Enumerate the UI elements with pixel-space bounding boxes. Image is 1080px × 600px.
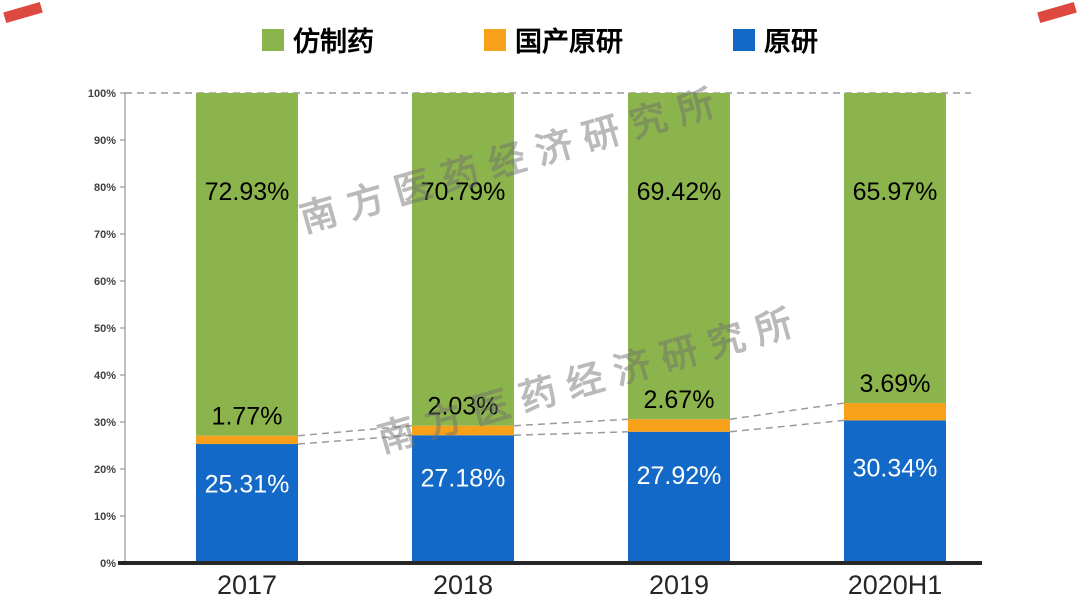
y-tick-label-20%: 20% [94, 464, 116, 476]
legend-item-0: 仿制药 [262, 20, 374, 59]
bar-segment-generics-2017 [196, 92, 298, 436]
bar-segment-domestic-originator-2019 [628, 419, 730, 432]
label-domestic-originator-2019: 2.67% [644, 386, 715, 414]
y-tick-label-50%: 50% [94, 323, 116, 335]
y-tick-label-10%: 10% [94, 511, 116, 523]
label-generics-2017: 72.93% [205, 178, 290, 206]
y-tick-label-30%: 30% [94, 417, 116, 429]
legend-label: 国产原研 [515, 27, 623, 57]
label-domestic-originator-2018: 2.03% [428, 393, 499, 421]
label-originator-2019: 27.92% [637, 462, 722, 490]
connector-domestic-originator-top [729, 402, 845, 420]
y-tick-label-70%: 70% [94, 229, 116, 241]
label-domestic-originator-2020H1: 3.69% [860, 370, 931, 398]
connector-domestic-originator-top [513, 418, 629, 427]
label-generics-2019: 69.42% [637, 178, 722, 206]
legend-swatch [262, 28, 284, 51]
legend-item-1: 国产原研 [484, 20, 623, 59]
legend-swatch [733, 28, 755, 51]
y-tick-label-90%: 90% [94, 135, 116, 147]
label-generics-2018: 70.79% [421, 178, 506, 206]
label-originator-2018: 27.18% [421, 464, 506, 492]
label-originator-2020H1: 30.34% [853, 454, 938, 482]
bar-segment-generics-2020H1 [844, 93, 946, 404]
y-tick-label-100%: 100% [88, 88, 116, 100]
label-generics-2020H1: 65.97% [853, 178, 938, 206]
bar-segment-domestic-originator-2017 [196, 435, 298, 445]
connector-originator-top [297, 434, 413, 445]
legend-item-2: 原研 [733, 20, 818, 59]
bar-segment-generics-2019 [628, 92, 730, 420]
legend-label: 原研 [764, 27, 818, 57]
bar-segment-originator-2019 [628, 431, 730, 563]
bar-segment-generics-2018 [412, 93, 514, 426]
bar-segment-originator-2018 [412, 435, 514, 563]
y-tick-label-0%: 0% [100, 558, 116, 570]
bar-segment-originator-2017 [196, 444, 298, 563]
label-originator-2017: 25.31% [205, 470, 290, 498]
label-domestic-originator-2017: 1.77% [212, 403, 283, 431]
bar-segment-domestic-originator-2020H1 [844, 403, 946, 421]
connector-originator-top [729, 419, 845, 433]
y-tick-label-40%: 40% [94, 370, 116, 382]
x-axis-label-2019: 2019 [649, 570, 709, 600]
bar-segment-originator-2020H1 [844, 420, 946, 563]
bar-segment-domestic-originator-2018 [412, 425, 514, 436]
legend-label: 仿制药 [293, 27, 374, 57]
x-axis-label-2017: 2017 [217, 570, 277, 600]
x-axis-label-2020H1: 2020H1 [848, 570, 943, 600]
y-tick-label-80%: 80% [94, 182, 116, 194]
y-tick-label-60%: 60% [94, 276, 116, 288]
x-axis-label-2018: 2018 [433, 570, 493, 600]
connector-originator-top [513, 431, 629, 437]
legend-swatch [484, 28, 506, 51]
connector-domestic-originator-top [297, 424, 413, 437]
chart-legend: 仿制药 国产原研 原研 [0, 20, 1080, 59]
